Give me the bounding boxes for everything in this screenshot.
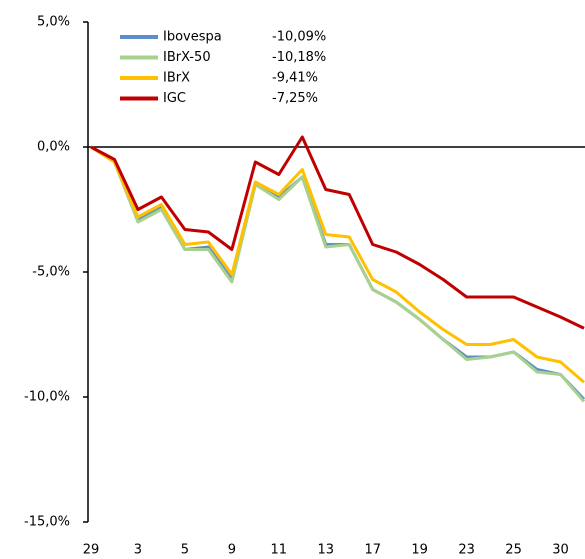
legend-label: IGC <box>163 91 186 106</box>
legend-value: -7,25% <box>272 91 318 106</box>
x-tick-label: 9 <box>228 543 236 558</box>
x-tick-label: 13 <box>317 543 334 558</box>
y-tick-label: -10,0% <box>24 390 70 405</box>
legend-value: -10,18% <box>272 50 326 65</box>
x-tick-label: 30 <box>552 543 569 558</box>
legend-label: IBrX <box>163 71 190 86</box>
series-line <box>90 145 585 403</box>
series-line <box>90 135 585 330</box>
x-tick-label: 29 <box>83 543 100 558</box>
x-tick-label: 3 <box>134 543 142 558</box>
y-tick-label: 0,0% <box>37 140 70 155</box>
x-tick-label: 11 <box>271 543 288 558</box>
series-line <box>90 145 585 384</box>
x-tick-label: 19 <box>411 543 428 558</box>
y-tick-label: -15,0% <box>24 515 70 530</box>
y-tick-label: -5,0% <box>32 265 70 280</box>
legend-value: -10,09% <box>272 30 326 45</box>
legend-label: IBrX-50 <box>163 50 211 65</box>
x-tick-label: 17 <box>364 543 381 558</box>
y-tick-label: 5,0% <box>37 15 70 30</box>
series-line <box>90 145 585 401</box>
x-tick-label: 25 <box>505 543 522 558</box>
legend-label: Ibovespa <box>163 30 222 45</box>
legend-value: -9,41% <box>272 71 318 86</box>
x-tick-label: 23 <box>458 543 475 558</box>
x-tick-label: 5 <box>181 543 189 558</box>
